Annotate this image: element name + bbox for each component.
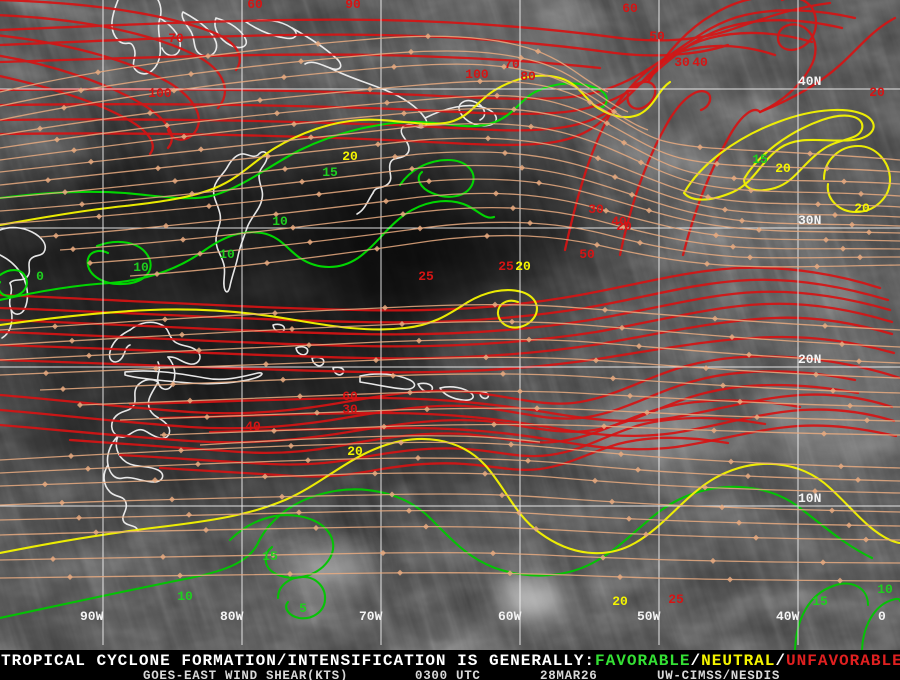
- svg-text:20: 20: [854, 201, 870, 216]
- svg-text:10: 10: [272, 214, 288, 229]
- svg-text:20: 20: [347, 444, 363, 459]
- svg-text:50W: 50W: [637, 609, 661, 624]
- svg-text:15: 15: [812, 594, 828, 609]
- svg-text:100: 100: [148, 86, 172, 101]
- svg-text:60W: 60W: [498, 609, 522, 624]
- svg-text:70: 70: [504, 57, 520, 72]
- svg-text:40: 40: [245, 419, 261, 434]
- svg-text:90W: 90W: [80, 609, 104, 624]
- svg-text:60: 60: [247, 0, 263, 12]
- svg-text:15: 15: [752, 152, 768, 167]
- svg-text:30N: 30N: [798, 213, 821, 228]
- svg-text:30: 30: [588, 202, 604, 217]
- svg-text:5: 5: [299, 601, 307, 616]
- svg-text:80: 80: [520, 69, 536, 84]
- svg-text:40W: 40W: [776, 609, 800, 624]
- svg-text:50: 50: [649, 29, 665, 44]
- svg-text:10: 10: [219, 247, 235, 262]
- svg-text:80W: 80W: [220, 609, 244, 624]
- svg-text:60: 60: [622, 1, 638, 16]
- svg-text:40N: 40N: [798, 74, 821, 89]
- svg-text:20: 20: [869, 85, 885, 100]
- svg-text:20: 20: [515, 259, 531, 274]
- svg-text:15: 15: [322, 165, 338, 180]
- svg-text:50: 50: [579, 247, 595, 262]
- svg-text:20N: 20N: [798, 352, 821, 367]
- svg-text:25: 25: [418, 269, 434, 284]
- svg-text:25: 25: [498, 259, 514, 274]
- svg-text:10N: 10N: [798, 491, 821, 506]
- svg-text:20: 20: [612, 594, 628, 609]
- svg-text:10: 10: [133, 260, 149, 275]
- svg-text:20: 20: [342, 149, 358, 164]
- svg-text:30: 30: [674, 55, 690, 70]
- svg-text:0: 0: [36, 269, 44, 284]
- svg-text:40: 40: [692, 55, 708, 70]
- svg-text:10: 10: [177, 589, 193, 604]
- svg-text:20: 20: [616, 219, 632, 234]
- svg-text:30: 30: [342, 402, 358, 417]
- svg-text:0: 0: [878, 609, 886, 624]
- svg-text:15: 15: [262, 549, 278, 564]
- svg-text:10: 10: [877, 582, 893, 597]
- svg-text:20: 20: [775, 161, 791, 176]
- svg-text:70W: 70W: [359, 609, 383, 624]
- svg-text:25: 25: [668, 592, 684, 607]
- svg-text:70: 70: [168, 31, 184, 46]
- svg-text:90: 90: [345, 0, 361, 12]
- svg-text:100: 100: [465, 67, 489, 82]
